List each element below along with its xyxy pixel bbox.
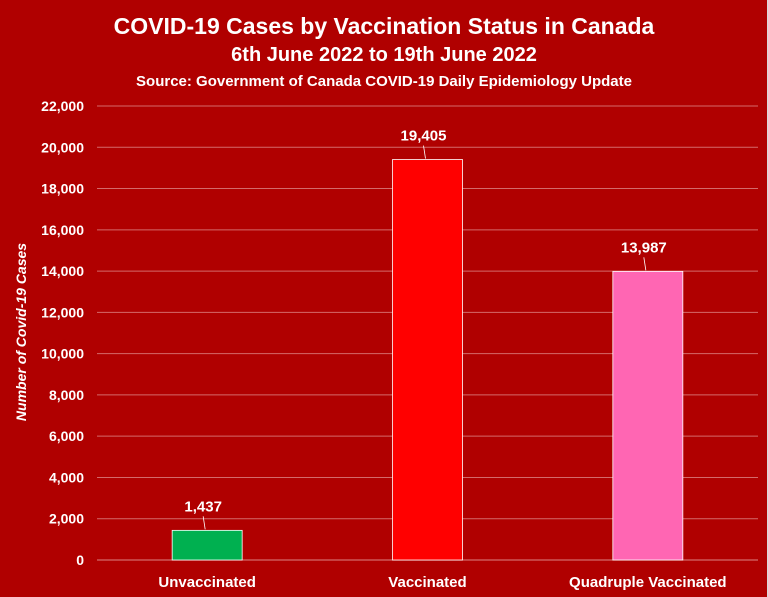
bar <box>171 529 243 561</box>
y-tick-label: 12,000 <box>41 304 84 320</box>
y-tick-label: 22,000 <box>41 98 84 114</box>
data-label-leader <box>202 516 206 530</box>
data-label: 1,437 <box>184 498 222 515</box>
data-label: 13,987 <box>621 239 667 256</box>
x-tick-label: Quadruple Vaccinated <box>569 574 727 591</box>
bar <box>612 270 684 561</box>
y-tick-label: 16,000 <box>41 222 84 238</box>
y-tick-label: 20,000 <box>41 139 84 155</box>
bar <box>392 159 463 561</box>
y-axis-label: Number of Covid-19 Cases <box>13 243 29 421</box>
chart-subtitle: 6th June 2022 to 19th June 2022 <box>231 44 537 66</box>
y-tick-label: 8,000 <box>49 387 84 403</box>
data-label: 19,405 <box>401 128 447 145</box>
chart-title: COVID-19 Cases by Vaccination Status in … <box>114 13 655 39</box>
chart-source: Source: Government of Canada COVID-19 Da… <box>136 73 632 90</box>
y-tick-label: 4,000 <box>49 469 84 485</box>
y-tick-label: 0 <box>76 552 84 568</box>
y-tick-label: 10,000 <box>41 346 84 362</box>
y-tick-label: 14,000 <box>41 263 84 279</box>
data-label-leader <box>423 145 426 159</box>
data-label-leader <box>643 257 647 271</box>
y-tick-label: 2,000 <box>49 511 84 527</box>
y-tick-label: 6,000 <box>49 428 84 444</box>
x-tick-label: Vaccinated <box>388 574 466 591</box>
x-tick-label: Unvaccinated <box>158 574 256 591</box>
y-tick-label: 18,000 <box>41 181 84 197</box>
